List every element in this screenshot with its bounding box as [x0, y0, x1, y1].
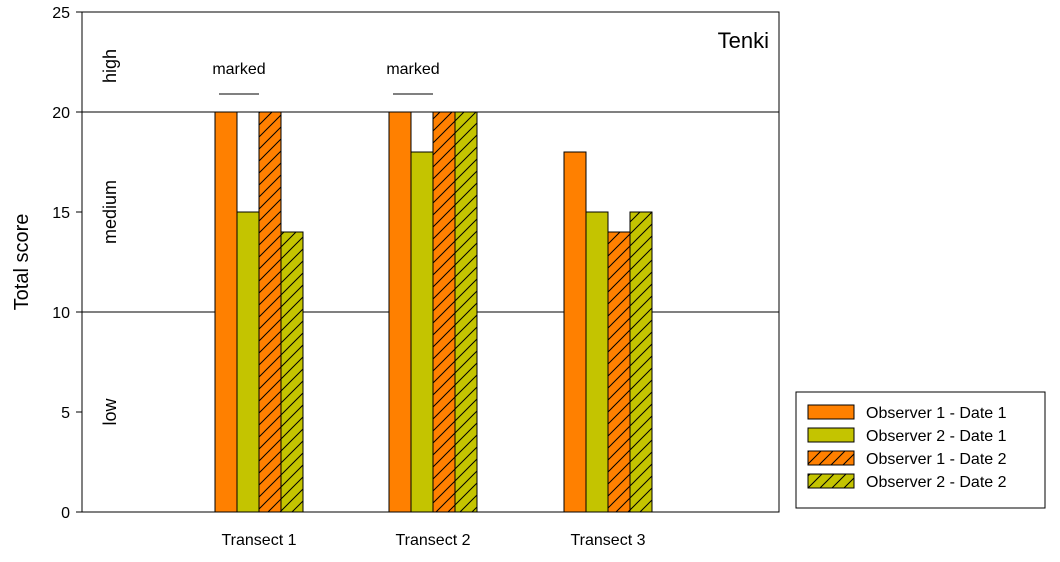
- y-tick-label: 0: [61, 505, 70, 522]
- y-tick-label: 20: [52, 105, 70, 122]
- annotation-label: marked: [212, 61, 265, 78]
- bar-2-2: [410, 151, 434, 513]
- legend-swatch: [807, 473, 855, 489]
- x-category-label: Transect 3: [571, 532, 646, 549]
- bar-1-3: [258, 111, 282, 513]
- legend-label: Observer 1 - Date 1: [866, 405, 1007, 422]
- band-label-low: low: [100, 397, 120, 425]
- legend-swatch: [807, 427, 855, 443]
- y-tick-label: 25: [52, 5, 70, 22]
- y-tick-label: 15: [52, 205, 70, 222]
- bar-1-2: [236, 211, 260, 513]
- bar-3-4: [629, 211, 653, 513]
- legend-swatch: [807, 450, 855, 466]
- y-tick-label: 5: [61, 405, 70, 422]
- bar-2-1: [388, 111, 412, 513]
- chart-title: Tenki: [718, 28, 769, 53]
- bar-2-3: [432, 111, 456, 513]
- legend-label: Observer 2 - Date 2: [866, 474, 1007, 491]
- legend-label: Observer 1 - Date 2: [866, 451, 1007, 468]
- x-category-label: Transect 1: [222, 532, 297, 549]
- legend-swatch: [807, 404, 855, 420]
- y-tick-label: 10: [52, 305, 70, 322]
- annotation-label: marked: [386, 61, 439, 78]
- y-axis-title: Total score: [11, 214, 33, 311]
- bar-1-4: [280, 231, 304, 513]
- legend: Observer 1 - Date 1 Observer 2 - Date 1 Ob…: [795, 391, 1046, 509]
- bar-3-1: [563, 151, 587, 513]
- bar-2-4: [454, 111, 478, 513]
- legend-label: Observer 2 - Date 1: [866, 428, 1007, 445]
- bar-3-2: [585, 211, 609, 513]
- x-category-label: Transect 2: [396, 532, 471, 549]
- plot-frame: [81, 11, 780, 513]
- band-label-medium: medium: [100, 180, 120, 244]
- bar-1-1: [214, 111, 238, 513]
- bar-3-3: [607, 231, 631, 513]
- band-label-high: high: [100, 49, 120, 83]
